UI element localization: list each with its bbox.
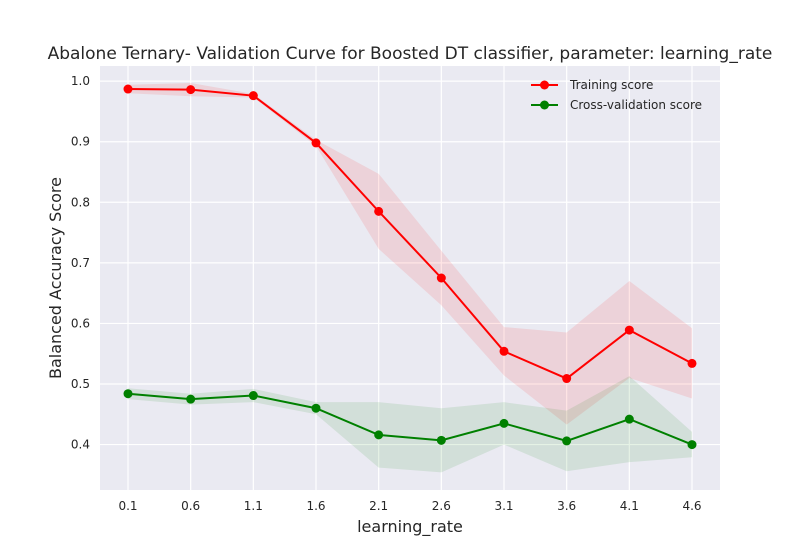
training-score-point (248, 91, 258, 101)
legend-cv-marker (540, 100, 549, 110)
training-score-point (562, 374, 572, 384)
x-tick-label: 0.1 (118, 499, 137, 513)
training-score-point (499, 346, 509, 356)
series-lines (127, 88, 693, 446)
x-tick-label: 2.6 (432, 499, 451, 513)
training-score-point (687, 358, 697, 368)
x-tick-label: 2.1 (369, 499, 388, 513)
training-score-point (123, 84, 133, 94)
training-score-band (128, 82, 692, 425)
x-tick-label: 4.1 (620, 499, 639, 513)
y-tick-label: 1.0 (71, 74, 90, 88)
y-tick-label: 0.9 (71, 135, 90, 149)
gridlines (100, 66, 720, 490)
cv-score-point (499, 418, 509, 428)
y-tick-labels: 0.4 0.5 0.6 0.7 0.8 0.9 1.0 (71, 74, 90, 451)
x-axis-title: learning_rate (357, 517, 463, 537)
x-tick-label: 3.6 (557, 499, 576, 513)
y-tick-label: 0.7 (71, 256, 90, 270)
legend: Training score Cross-validation score (531, 78, 702, 112)
y-tick-label: 0.8 (71, 195, 90, 209)
cv-score-line (127, 392, 693, 446)
cv-score-band (128, 376, 692, 473)
training-score-line (127, 88, 693, 380)
legend-training-label: Training score (569, 78, 653, 92)
x-tick-label: 1.6 (306, 499, 325, 513)
y-tick-label: 0.5 (71, 377, 90, 391)
cv-score-point (624, 414, 634, 424)
x-tick-label: 3.1 (494, 499, 513, 513)
training-score-point (374, 206, 384, 216)
cv-score-point (248, 391, 258, 401)
plot-area (100, 66, 720, 490)
cv-score-point (374, 430, 384, 440)
x-tick-label: 0.6 (181, 499, 200, 513)
legend-training-marker (540, 80, 549, 90)
training-score-point (436, 273, 446, 283)
cv-score-point (436, 435, 446, 445)
y-axis-title: Balanced Accuracy Score (46, 177, 65, 379)
cv-score-point (186, 394, 196, 404)
x-tick-label: 4.6 (682, 499, 701, 513)
series-points (123, 84, 697, 450)
training-score-point (311, 138, 321, 148)
cv-score-point (687, 440, 697, 450)
training-score-point (624, 325, 634, 335)
chart-title: Abalone Ternary- Validation Curve for Bo… (48, 44, 773, 64)
y-tick-label: 0.6 (71, 316, 90, 330)
training-score-point (186, 85, 196, 95)
cv-score-point (562, 436, 572, 446)
legend-cv-label: Cross-validation score (570, 98, 702, 112)
confidence-bands (128, 82, 692, 473)
x-tick-label: 1.1 (244, 499, 263, 513)
x-tick-labels: 0.1 0.6 1.1 1.6 2.1 2.6 3.1 3.6 4.1 4.6 (118, 499, 701, 513)
cv-score-point (311, 403, 321, 413)
cv-score-point (123, 389, 133, 399)
y-tick-label: 0.4 (71, 438, 90, 452)
